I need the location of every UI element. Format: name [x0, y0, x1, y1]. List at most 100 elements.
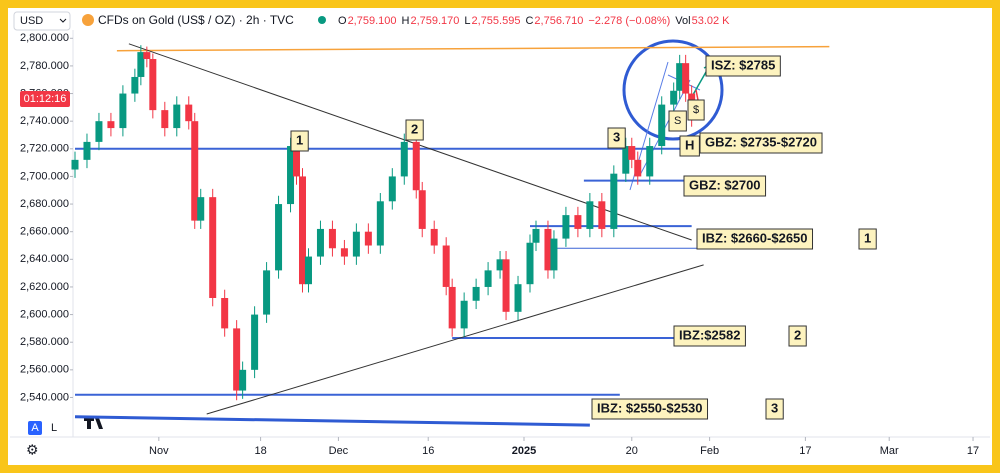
candle-body	[598, 201, 606, 229]
chart-background	[8, 8, 992, 465]
annotation-box	[699, 132, 823, 154]
candle-body	[328, 228, 336, 249]
x-tick-label: 2025	[512, 445, 536, 457]
annotation-box	[591, 398, 709, 420]
readout-key: L	[464, 15, 470, 27]
y-tick-label: 2,720.000	[20, 143, 69, 155]
candle-body	[610, 173, 618, 229]
candle-body	[676, 63, 684, 91]
candle-body	[472, 286, 480, 301]
readout-value: 2,755.595	[472, 15, 521, 27]
countdown: 01:12:16	[24, 93, 67, 105]
y-tick-label: 2,680.000	[20, 198, 69, 210]
y-tick-label: 2,660.000	[20, 226, 69, 238]
candle-body	[442, 245, 450, 287]
candle-body	[430, 228, 438, 246]
readout-value: 53.02 K	[692, 15, 731, 27]
y-tick-label: 2,560.000	[20, 364, 69, 376]
status-dot	[318, 16, 326, 24]
candle-body	[143, 52, 151, 60]
candle-body	[239, 369, 247, 391]
candle-body	[83, 141, 91, 160]
candle-body	[484, 270, 492, 287]
x-tick-label: Dec	[329, 445, 349, 457]
y-tick-label: 2,800.000	[20, 32, 69, 44]
readout-value: 2,756.710	[534, 15, 583, 27]
y-tick-label: 2,600.000	[20, 308, 69, 320]
candle-body	[251, 314, 259, 370]
currency[interactable]: USD	[20, 15, 43, 27]
auto-scale-button[interactable]	[28, 421, 42, 435]
x-tick-label: 20	[626, 445, 638, 457]
candle-body	[550, 238, 558, 271]
candle-body	[532, 228, 540, 243]
auto-scale-label[interactable]: A	[31, 422, 39, 434]
log-scale-label[interactable]: L	[51, 422, 57, 434]
annotation-box	[683, 175, 767, 197]
annotation: 3	[771, 400, 778, 415]
candle-body	[658, 104, 666, 147]
wave-label: 2	[411, 121, 418, 136]
annotation-box	[858, 228, 877, 250]
y-tick-label: 2,740.000	[20, 115, 69, 127]
candle-body	[137, 52, 145, 77]
readout-key: H	[402, 15, 410, 27]
y-tick-label: 2,700.000	[20, 170, 69, 182]
symbol-icon	[82, 14, 94, 26]
candle-body	[628, 146, 636, 160]
candle-body	[221, 298, 229, 329]
readout-value: 2,759.100	[348, 15, 397, 27]
x-tick-label: 18	[254, 445, 266, 457]
candle-body	[316, 228, 324, 257]
annotation: ISZ: $2785	[711, 57, 775, 72]
readout-key: C	[525, 15, 533, 27]
dropdown-icon[interactable]	[59, 18, 67, 23]
wave-label-box	[290, 130, 309, 152]
wave-label: 3	[613, 129, 620, 144]
settings-icon[interactable]: ⚙	[26, 442, 39, 458]
candle-body	[191, 121, 199, 221]
candle-body	[293, 146, 301, 177]
candle-body	[352, 231, 360, 257]
candle-body	[131, 76, 139, 94]
candle-body	[364, 231, 372, 246]
candle-body	[646, 146, 654, 177]
annotation-box	[788, 325, 807, 347]
annotation-box	[705, 55, 781, 77]
annotation-box	[696, 228, 814, 250]
candle-body	[622, 146, 630, 174]
focus-circle	[622, 39, 724, 141]
symbol-title: CFDs on Gold (US$ / OZ) · 2h · TVC	[98, 13, 294, 27]
annotation: IBZ: $2550-$2530	[597, 400, 703, 415]
candle-body	[544, 228, 552, 271]
candle-body	[670, 90, 678, 105]
candle-body	[412, 141, 420, 191]
candle-body	[233, 328, 241, 391]
signal-marker-box	[687, 99, 705, 121]
wave-label-box	[405, 119, 424, 141]
candle-body	[185, 104, 193, 122]
y-tick-label: 2,780.000	[20, 60, 69, 72]
annotation: 1	[864, 230, 871, 245]
annotation: IBZ:$2582	[679, 327, 740, 342]
annotation: GBZ: $2700	[689, 177, 761, 192]
candle-body	[502, 259, 510, 312]
annotation-box	[765, 398, 784, 420]
x-tick-label: 16	[422, 445, 434, 457]
wave-label: 1	[296, 132, 303, 147]
y-tick-label: 2,540.000	[20, 391, 69, 403]
annotation: 2	[794, 327, 801, 342]
wave-label-box	[607, 127, 626, 149]
candle-body	[340, 248, 348, 257]
y-tick-label: 2,580.000	[20, 336, 69, 348]
currency-box[interactable]	[13, 11, 71, 31]
x-tick-label: Feb	[700, 445, 719, 457]
x-tick-label: Nov	[149, 445, 169, 457]
candle-body	[682, 63, 690, 94]
candle-body	[119, 93, 127, 129]
candle-body	[149, 59, 157, 111]
annotation-box	[679, 135, 700, 157]
x-tick-label: Mar	[880, 445, 899, 457]
